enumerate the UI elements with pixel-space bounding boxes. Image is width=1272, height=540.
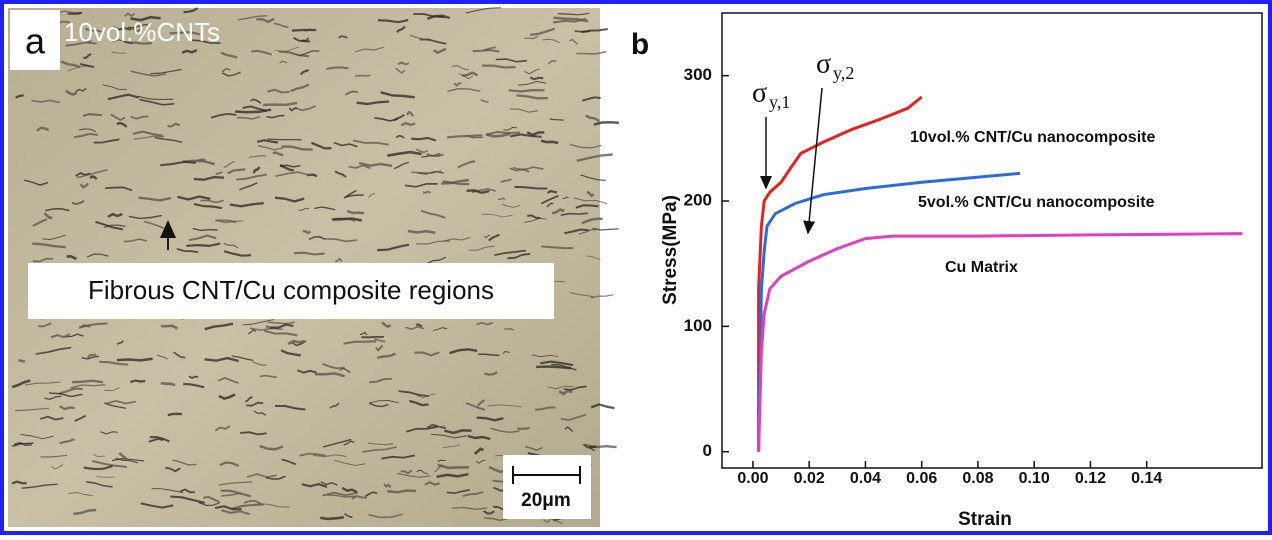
scale-bar-label: 20μm: [521, 490, 571, 511]
texture-stroke: [517, 428, 529, 429]
texture-stroke: [589, 446, 596, 447]
annotation-arrow: [808, 88, 822, 233]
panel-label: a: [25, 21, 46, 62]
y-tick-label: 0: [703, 441, 712, 460]
x-tick-label: 0.00: [737, 470, 768, 487]
y-tick-label: 100: [684, 316, 712, 335]
plot: 0 100 200 300 0.00 0.02 0.04 0.06 0.08 0.10 0.12 0.…: [684, 13, 1262, 487]
y-axis-label: Stress(MPa): [660, 195, 681, 305]
texture-stroke: [408, 231, 435, 233]
texture-stroke: [355, 75, 370, 76]
x-tick-label: 0.10: [1019, 470, 1050, 487]
annotation-symbol: σ: [752, 77, 767, 108]
texture-stroke: [161, 383, 175, 385]
annotation-subscript: y,2: [833, 63, 854, 83]
texture-stroke: [477, 323, 493, 325]
texture-stroke: [72, 381, 103, 383]
texture-stroke: [401, 123, 415, 125]
texture-stroke: [530, 77, 543, 79]
annotation: Fibrous CNT/Cu composite regions: [88, 275, 494, 305]
series-label: 10vol.% CNT/Cu nanocomposite: [910, 129, 1155, 146]
x-tick-label: 0.14: [1131, 470, 1162, 487]
texture-stroke: [423, 192, 430, 194]
x-tick-label: 0.08: [962, 470, 993, 487]
texture-stroke: [387, 491, 416, 493]
texture-stroke: [594, 122, 619, 124]
plot-frame: [722, 13, 1262, 468]
x-tick-label: 0.12: [1075, 470, 1106, 487]
annotation-subscript: y,1: [769, 92, 790, 112]
texture-stroke: [509, 90, 545, 91]
series-line: [759, 173, 1021, 451]
x-axis-label: Strain: [958, 509, 1012, 530]
series-label: 5vol.% CNT/Cu nanocomposite: [918, 194, 1155, 211]
texture-stroke: [168, 414, 182, 415]
texture-stroke: [130, 381, 145, 383]
x-tick-label: 0.02: [794, 470, 825, 487]
texture-stroke: [68, 13, 82, 14]
y-tick-label: 300: [684, 65, 712, 84]
texture-stroke: [19, 360, 26, 361]
texture-stroke: [292, 30, 316, 31]
series-label: Cu Matrix: [945, 259, 1018, 276]
texture-stroke: [536, 367, 571, 369]
texture-stroke: [177, 197, 210, 200]
annotation-symbol: σ: [816, 48, 831, 79]
x-tick-label: 0.04: [850, 470, 881, 487]
texture-stroke: [473, 50, 500, 52]
y-tick-label: 200: [684, 191, 712, 210]
caption: 10vol.%CNTs: [64, 17, 220, 47]
texture-stroke: [117, 359, 153, 361]
x-tick-label: 0.06: [906, 470, 937, 487]
texture-stroke: [320, 517, 344, 519]
panel-label: b: [631, 28, 649, 61]
